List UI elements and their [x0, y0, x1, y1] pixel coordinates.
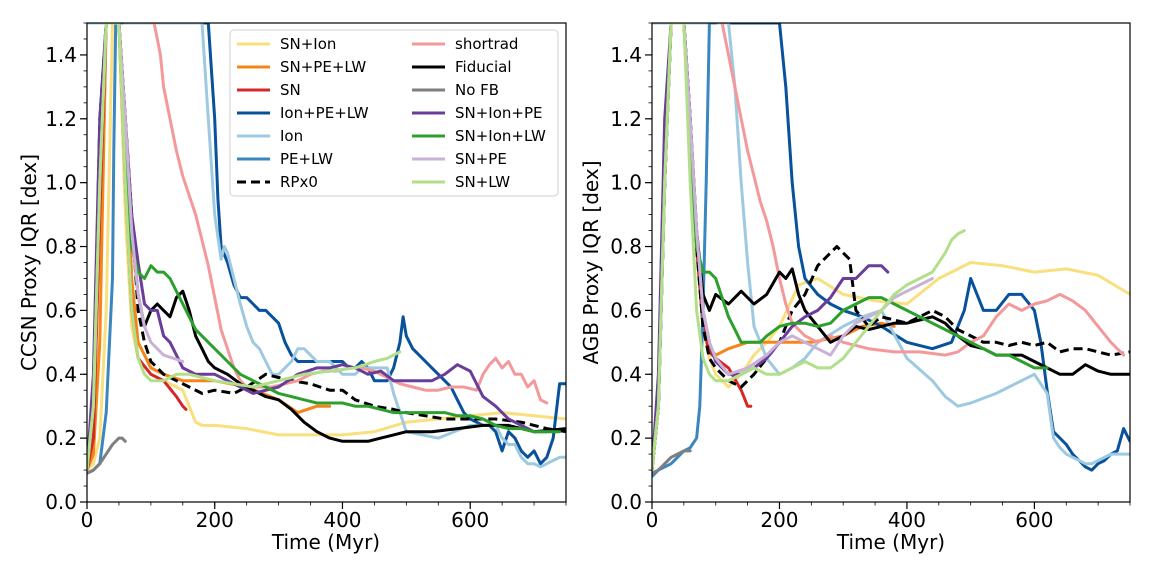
- series-line: [652, 23, 1130, 472]
- agb-panel: 0 200 400 600 0.0 0.2 0.4 0.6 0.8 1.0 1.2 1.4 Time (…: [579, 22, 1131, 554]
- legend-label: Ion+PE+LW: [280, 104, 369, 122]
- series-lines: [87, 23, 566, 475]
- y-tick-label: 1.4: [610, 43, 642, 67]
- legend-label: Fiducial: [455, 58, 512, 76]
- legend-box: [229, 29, 559, 197]
- y-tick-label: 0.6: [610, 298, 642, 322]
- y-tick-label: 1.2: [610, 107, 642, 131]
- y-tick-label: 1.2: [45, 107, 77, 131]
- legend-label: SN+Ion+LW: [455, 127, 546, 145]
- series-line: [87, 23, 566, 469]
- y-tick-label: 0.0: [610, 490, 642, 514]
- y-tick-label: 0.6: [45, 298, 77, 322]
- y-tick-label: 0.4: [610, 362, 642, 386]
- x-tick-label: 600: [1015, 508, 1053, 532]
- ccsn-panel: 0 200 400 600 0.0 0.2 0.4 0.6 0.8 1.0 1.2 1.4 Time (…: [17, 22, 567, 554]
- series-lines: [652, 23, 1130, 478]
- x-tick-label: 0: [646, 508, 659, 532]
- axes-frame: [651, 22, 1131, 503]
- series-line: [720, 23, 1126, 357]
- y-tick-label: 0.8: [610, 235, 642, 259]
- legend-label: SN+PE+LW: [280, 58, 366, 76]
- x-axis-label: Time (Myr): [836, 530, 945, 554]
- y-tick-label: 1.0: [45, 171, 77, 195]
- series-line: [87, 23, 562, 472]
- x-axis-label: Time (Myr): [271, 530, 380, 554]
- series-line: [652, 23, 1130, 471]
- y-tick-label: 0.4: [45, 362, 77, 386]
- legend-label: RPx0: [280, 173, 318, 191]
- series-line: [87, 23, 402, 472]
- series-line: [652, 449, 692, 475]
- y-axis-label: CCSN Proxy IQR [dex]: [17, 154, 41, 371]
- y-tick-label: 0.0: [45, 490, 77, 514]
- series-line: [87, 23, 566, 472]
- axes-frame: [86, 22, 567, 503]
- x-tick-label: 200: [196, 508, 234, 532]
- series-line: [652, 23, 934, 472]
- series-line: [652, 23, 966, 472]
- legend-label: SN+Ion: [280, 35, 336, 53]
- x-tick-label: 400: [888, 508, 926, 532]
- x-tick-label: 400: [323, 508, 361, 532]
- y-tick-label: 0.2: [610, 426, 642, 450]
- x-tick-label: 600: [451, 508, 489, 532]
- legend-label: Ion: [280, 127, 303, 145]
- legend-label: No FB: [455, 81, 499, 99]
- y-tick-label: 0.8: [45, 235, 77, 259]
- legend-label: SN+PE: [455, 150, 507, 168]
- y-tick-label: 1.4: [45, 43, 77, 67]
- legend-label: shortrad: [455, 35, 518, 53]
- x-tick-label: 200: [760, 508, 798, 532]
- y-tick-label: 0.2: [45, 426, 77, 450]
- legend-label: SN+LW: [455, 173, 510, 191]
- series-line: [87, 436, 127, 475]
- y-axis-label: AGB Proxy IQR [dex]: [579, 160, 603, 364]
- legend: SN+Ion SN+PE+LW SN Ion+PE+LW Ion PE+LW RPx0 sho…: [229, 29, 559, 197]
- legend-label: SN+Ion+PE: [455, 104, 543, 122]
- x-tick-label: 0: [81, 508, 94, 532]
- legend-label: PE+LW: [280, 150, 333, 168]
- series-line: [652, 23, 718, 478]
- legend-label: SN: [280, 81, 301, 99]
- y-tick-label: 1.0: [610, 171, 642, 195]
